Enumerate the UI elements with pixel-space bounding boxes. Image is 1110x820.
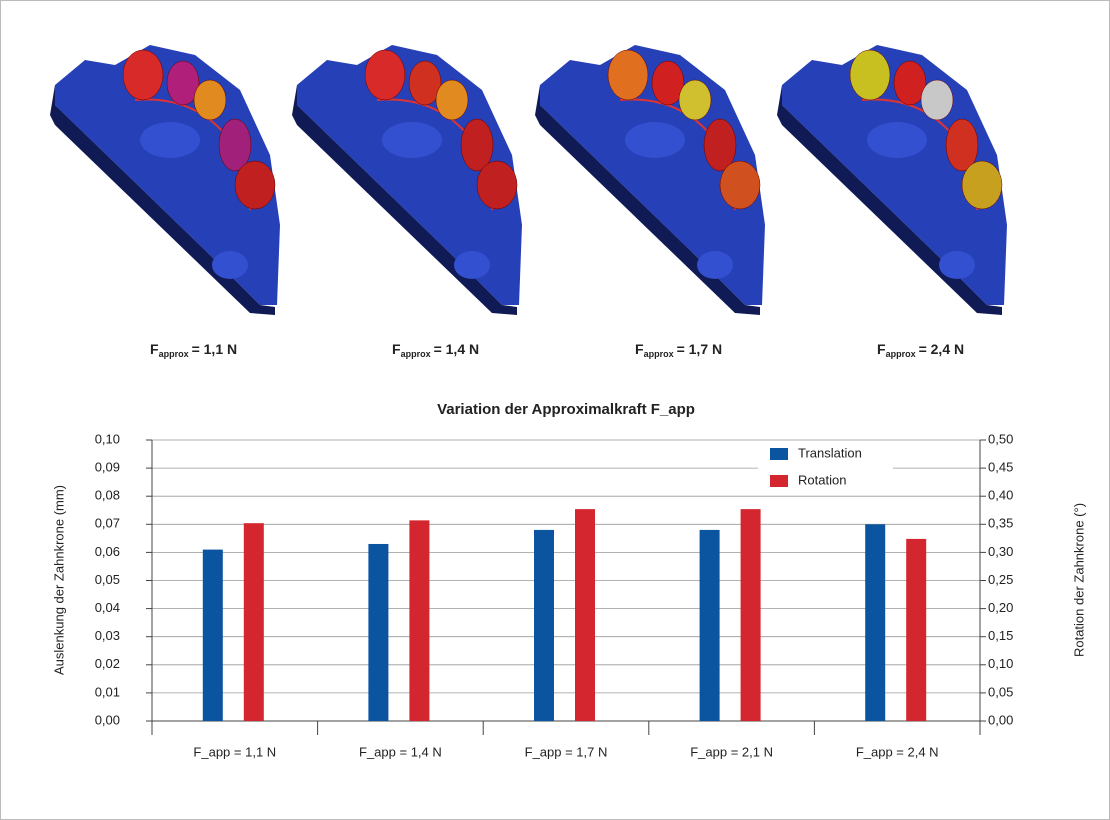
caption-value: = 2,4 N [919,341,965,357]
bar [906,539,926,721]
caption-subscript: approx [401,349,431,359]
y2-tick-label: 0,00 [988,712,1013,727]
y-tick-label: 0,01 [95,684,120,699]
tooth [679,80,711,120]
y-tick-label: 0,09 [95,460,120,475]
y-tick-label: 0,07 [95,516,120,531]
caption-subscript: approx [159,349,189,359]
tooth [962,161,1002,209]
y2-tick-label: 0,05 [988,684,1013,699]
caption-value: = 1,4 N [434,341,480,357]
x-tick-label: F_app = 1,7 N [525,744,608,759]
tooth [720,161,760,209]
y-tick-label: 0,08 [95,488,120,503]
caption-value: = 1,1 N [192,341,238,357]
bar [865,524,885,721]
y2-tick-label: 0,25 [988,572,1013,587]
bar [534,530,554,721]
x-tick-label: F_app = 1,4 N [359,744,442,759]
legend-key [770,448,788,460]
tooth [123,50,163,100]
y2-tick-label: 0,35 [988,516,1013,531]
y-tick-label: 0,02 [95,656,120,671]
tooth [850,50,890,100]
y2-tick-label: 0,40 [988,488,1013,503]
tooth [235,161,275,209]
y2-tick-label: 0,50 [988,431,1013,446]
y-axis-label: Auslenkung der Zahnkrone (mm) [51,485,66,675]
legend-label: Rotation [798,472,846,487]
bar [575,509,595,721]
bar [244,523,264,721]
x-tick-label: F_app = 2,1 N [690,744,773,759]
bar [700,530,720,721]
y2-tick-label: 0,30 [988,544,1013,559]
caption-subscript: approx [644,349,674,359]
y-tick-label: 0,10 [95,431,120,446]
y2-tick-label: 0,15 [988,628,1013,643]
bar [409,520,429,721]
tooth [194,80,226,120]
y-tick-label: 0,04 [95,600,120,615]
figure: Variation der Approximalkraft F_app Ausl… [0,0,1110,820]
y2-tick-label: 0,45 [988,460,1013,475]
y2-axis-label: Rotation der Zahnkrone (°) [1071,503,1086,657]
tooth [608,50,648,100]
caption-subscript: approx [886,349,916,359]
y2-tick-label: 0,20 [988,600,1013,615]
legend-label: Translation [798,445,862,460]
y-tick-label: 0,05 [95,572,120,587]
tooth [365,50,405,100]
y-tick-label: 0,00 [95,712,120,727]
tooth [477,161,517,209]
caption-value: = 1,7 N [677,341,723,357]
x-tick-label: F_app = 1,1 N [193,744,276,759]
y-tick-label: 0,03 [95,628,120,643]
tooth [921,80,953,120]
x-tick-label: F_app = 2,4 N [856,744,939,759]
chart-title: Variation der Approximalkraft F_app [437,401,695,418]
legend-key [770,475,788,487]
tooth [436,80,468,120]
bar [368,544,388,721]
bar [203,550,223,721]
bar [741,509,761,721]
y2-tick-label: 0,10 [988,656,1013,671]
y-tick-label: 0,06 [95,544,120,559]
